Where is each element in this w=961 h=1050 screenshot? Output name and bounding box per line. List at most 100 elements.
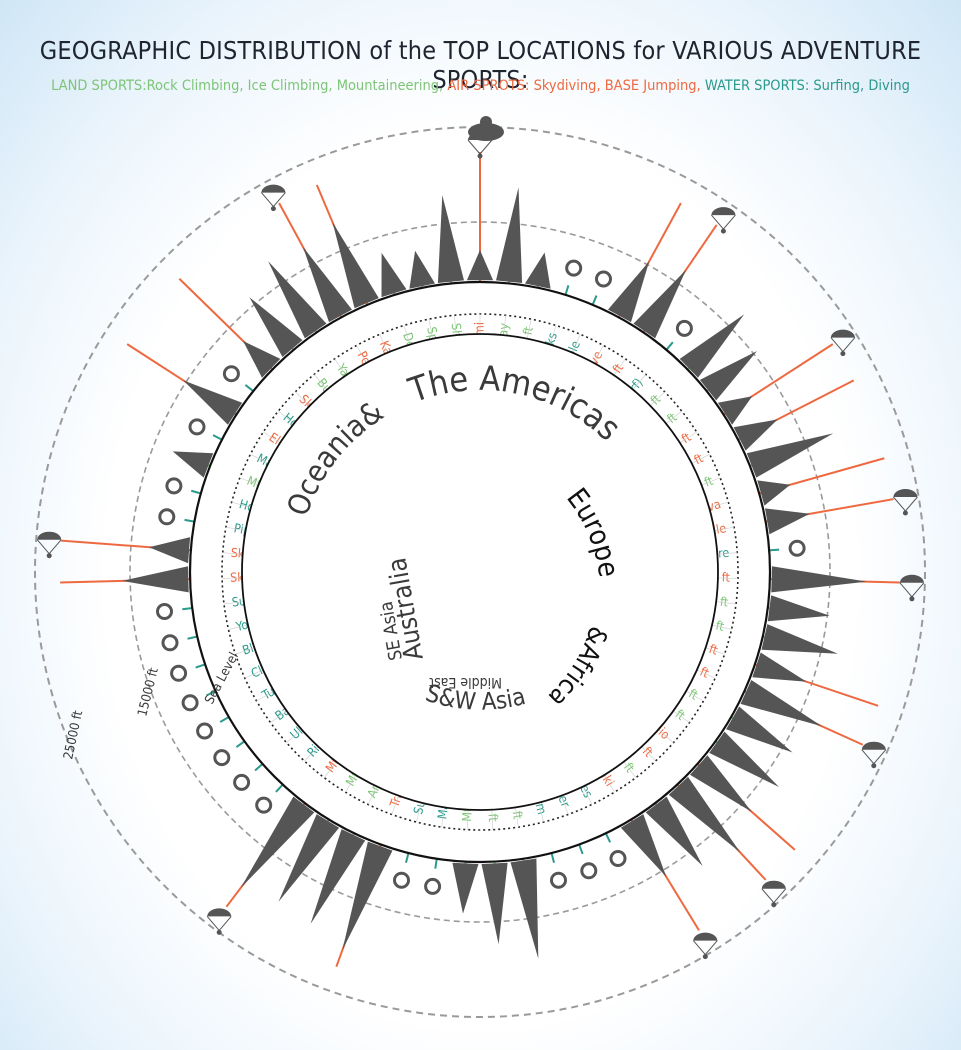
inner-tick: [231, 501, 251, 508]
inner-tick: [515, 807, 519, 828]
mountain-silhouette: [525, 252, 551, 289]
mountain-silhouette: [767, 595, 830, 622]
inner-tick: [263, 431, 281, 444]
scale-25000-ft: 25000 ft: [61, 709, 86, 761]
wave-icon: [255, 796, 273, 814]
wave-icon: [156, 603, 173, 620]
mountain-silhouette: [726, 706, 793, 753]
mountain-silhouette: [757, 480, 791, 506]
inner-tick: [691, 454, 710, 464]
mountain-silhouette: [717, 396, 753, 425]
mountain-silhouette: [332, 222, 379, 309]
inner-tick: [549, 325, 557, 345]
mountain-silhouette: [268, 261, 327, 339]
mountain-silhouette: [243, 341, 281, 378]
inner-tick: [679, 431, 697, 444]
mountain-silhouette: [466, 250, 494, 281]
inner-tick: [632, 374, 647, 390]
wave-icon: [181, 694, 199, 712]
inner-tick: [225, 526, 246, 531]
mountain-silhouette: [608, 261, 650, 323]
mountain-silhouette: [381, 252, 407, 298]
inner-tick: [441, 807, 445, 828]
parachute-icon: [899, 574, 925, 602]
page-title: GEOGRAPHIC DISTRIBUTION of the TOP LOCAT…: [39, 36, 922, 94]
inner-tick: [256, 690, 275, 702]
wave-icon: [233, 773, 251, 791]
inner-tick: [323, 761, 337, 778]
outer-dashed-ring: [34, 126, 926, 1018]
inner-tick: [623, 761, 637, 778]
mountain-silhouette: [645, 796, 703, 866]
inner-tick: [295, 391, 310, 407]
wave-icon: [580, 862, 598, 880]
mountain-silhouette: [633, 269, 687, 339]
mountain-silhouettes: [122, 187, 867, 959]
inner-tick: [641, 746, 656, 762]
mountain-silhouette: [761, 624, 838, 654]
mountain-silhouette: [481, 862, 508, 945]
inner-tick: [416, 802, 422, 823]
inner-tick: [673, 710, 690, 723]
center-disc: [241, 333, 719, 811]
wave-icon: [550, 871, 567, 889]
inner-tick: [250, 454, 269, 464]
inner-tick: [538, 802, 544, 823]
inner-tick: [428, 319, 434, 339]
mid-dashed-ring: [129, 221, 831, 923]
inner-tick: [696, 669, 716, 679]
inner-tick: [313, 374, 328, 390]
inner-tick: [503, 315, 506, 336]
mountain-silhouette: [746, 433, 834, 478]
inner-tick: [466, 809, 469, 830]
inner-tick: [286, 729, 302, 743]
subtitle-land: LAND SPORTS:Rock Climbing, Ice Climbing,…: [51, 78, 444, 94]
wave-icon: [165, 477, 183, 495]
inner-tick: [658, 729, 674, 743]
wave-icon: [161, 634, 179, 652]
inner-tick: [582, 786, 593, 805]
mountain-silhouette: [302, 246, 352, 323]
inner-tick: [716, 601, 737, 605]
wave-icon: [213, 749, 231, 767]
mountain-silhouette: [149, 537, 191, 564]
inner-tick: [235, 647, 255, 655]
mountain-silhouette: [733, 419, 778, 451]
inner-tick: [304, 746, 319, 762]
inner-tick: [270, 710, 287, 723]
mountain-silhouette: [240, 796, 315, 888]
parachute-icon: [861, 741, 887, 769]
mountain-silhouette: [699, 351, 757, 401]
subtitle-water: WATER SPORTS: Surfing, Diving: [704, 78, 910, 94]
inner-tick: [526, 319, 532, 339]
parachute-icon: [36, 531, 62, 559]
mountain-silhouette: [409, 250, 435, 289]
subtitle-air: AIR SPROTS: Skydiving, BASE Jumping,: [447, 78, 701, 94]
inner-tick: [334, 358, 347, 376]
wave-icon: [675, 319, 693, 337]
parachute-icon: [761, 880, 787, 908]
wave-icon: [158, 508, 176, 526]
wave-icon: [565, 259, 583, 277]
mountain-silhouette: [183, 380, 243, 425]
mountain-silhouette: [249, 297, 303, 357]
mountain-silhouette: [278, 814, 340, 902]
mountain-silhouette: [310, 829, 366, 924]
wave-icon: [196, 722, 214, 740]
mountain-silhouette: [765, 508, 810, 535]
inner-tick: [278, 410, 295, 424]
inner-tick: [491, 809, 494, 830]
wave-icon: [222, 365, 240, 383]
skydiver-icon: [468, 116, 504, 141]
wave-icon: [424, 877, 442, 895]
wave-icon: [595, 270, 612, 288]
inner-tick: [665, 410, 682, 424]
wave-icon: [188, 418, 206, 436]
inner-tick: [379, 334, 388, 353]
mountain-silhouette: [452, 862, 479, 914]
inner-tick: [717, 552, 738, 555]
mountain-silhouette: [752, 652, 807, 682]
inner-tick: [222, 552, 243, 555]
mountain-silhouette: [709, 731, 779, 787]
